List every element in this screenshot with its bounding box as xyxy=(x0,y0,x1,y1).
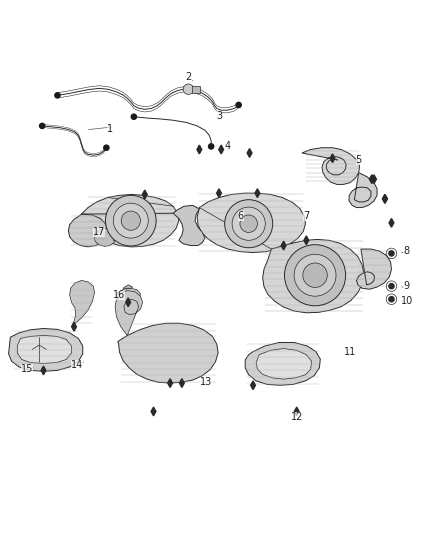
Text: 1: 1 xyxy=(107,124,113,134)
Circle shape xyxy=(303,263,327,287)
Polygon shape xyxy=(173,205,205,246)
Polygon shape xyxy=(17,335,71,364)
Text: 5: 5 xyxy=(356,155,362,165)
Circle shape xyxy=(104,145,109,150)
Polygon shape xyxy=(118,323,218,383)
Polygon shape xyxy=(330,154,335,163)
Text: 4: 4 xyxy=(225,141,231,151)
Text: 6: 6 xyxy=(238,211,244,221)
Circle shape xyxy=(285,245,346,306)
Text: 16: 16 xyxy=(113,290,125,300)
Polygon shape xyxy=(349,173,377,207)
Polygon shape xyxy=(113,234,120,240)
Polygon shape xyxy=(72,322,77,331)
Text: 11: 11 xyxy=(344,346,356,357)
Polygon shape xyxy=(9,328,83,372)
Polygon shape xyxy=(357,249,392,289)
Circle shape xyxy=(39,123,45,128)
Polygon shape xyxy=(95,228,117,246)
Polygon shape xyxy=(247,149,252,157)
Text: 14: 14 xyxy=(71,360,83,370)
Polygon shape xyxy=(382,195,387,203)
Circle shape xyxy=(121,211,141,230)
Text: 15: 15 xyxy=(21,364,33,374)
Polygon shape xyxy=(245,343,320,385)
Polygon shape xyxy=(197,145,202,154)
Polygon shape xyxy=(197,193,305,253)
Bar xyxy=(192,86,200,93)
Polygon shape xyxy=(115,290,143,335)
Text: 9: 9 xyxy=(404,281,410,291)
Polygon shape xyxy=(81,195,179,247)
Text: 17: 17 xyxy=(93,227,105,237)
Polygon shape xyxy=(151,407,156,416)
Circle shape xyxy=(240,215,258,232)
Text: 13: 13 xyxy=(200,377,212,387)
Polygon shape xyxy=(302,148,360,184)
Text: 3: 3 xyxy=(216,111,222,121)
Polygon shape xyxy=(219,145,223,154)
Polygon shape xyxy=(255,189,260,198)
Polygon shape xyxy=(251,381,255,390)
Polygon shape xyxy=(294,407,299,416)
Polygon shape xyxy=(117,288,141,303)
Circle shape xyxy=(131,114,137,119)
Circle shape xyxy=(389,297,394,302)
Polygon shape xyxy=(180,379,184,387)
Circle shape xyxy=(389,284,394,289)
Circle shape xyxy=(183,84,194,94)
Circle shape xyxy=(55,93,60,98)
Circle shape xyxy=(113,203,148,238)
Polygon shape xyxy=(70,280,95,327)
Circle shape xyxy=(208,144,214,149)
Polygon shape xyxy=(263,239,364,313)
Circle shape xyxy=(389,251,394,256)
Circle shape xyxy=(236,102,241,108)
Text: 10: 10 xyxy=(401,296,413,306)
Circle shape xyxy=(106,195,156,246)
Polygon shape xyxy=(68,214,108,247)
Polygon shape xyxy=(382,195,387,203)
Polygon shape xyxy=(126,298,131,306)
Polygon shape xyxy=(123,285,133,288)
Circle shape xyxy=(294,254,336,296)
Text: 7: 7 xyxy=(303,211,310,221)
Polygon shape xyxy=(304,236,309,245)
Polygon shape xyxy=(256,349,311,379)
Polygon shape xyxy=(217,189,221,198)
Circle shape xyxy=(225,200,273,248)
Circle shape xyxy=(232,207,265,240)
Polygon shape xyxy=(369,175,374,183)
Text: 2: 2 xyxy=(185,71,191,82)
Polygon shape xyxy=(389,219,394,227)
Text: 12: 12 xyxy=(291,412,304,422)
Polygon shape xyxy=(41,366,46,375)
Polygon shape xyxy=(142,190,147,199)
Polygon shape xyxy=(168,379,173,387)
Polygon shape xyxy=(371,175,376,183)
Text: 8: 8 xyxy=(404,246,410,256)
Polygon shape xyxy=(281,241,286,250)
